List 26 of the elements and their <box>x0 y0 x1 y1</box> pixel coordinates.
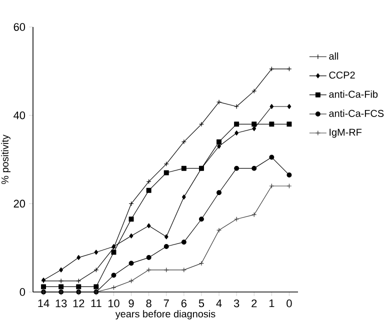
legend-label: CCP2 <box>329 72 355 79</box>
y-tick-label: 20 <box>14 200 26 208</box>
x-tick-label: 1 <box>269 300 274 308</box>
x-tick-label: 3 <box>234 300 240 308</box>
x-tick-label: 7 <box>164 300 169 308</box>
x-tick-label: 10 <box>108 300 120 308</box>
x-tick-label: 2 <box>252 300 257 308</box>
x-tick-label: 4 <box>216 300 222 308</box>
x-tick-label: 13 <box>56 300 67 308</box>
legend-label: all <box>329 52 338 60</box>
y-tick-label: 60 <box>14 23 26 31</box>
x-tick-label: 9 <box>128 300 134 308</box>
x-tick-label: 14 <box>38 300 50 308</box>
x-tick-label: 8 <box>146 300 152 308</box>
x-axis-title: years before diagnosis <box>115 310 216 320</box>
x-tick-label: 6 <box>181 300 186 308</box>
x-tick-label: 0 <box>286 300 292 308</box>
y-tick-label: 40 <box>14 111 26 120</box>
y-axis-title: % positivity <box>1 134 10 184</box>
y-tick-label: 0 <box>20 288 26 296</box>
legend-label: anti-Ca-FCS <box>329 110 384 117</box>
x-tick-label: 5 <box>198 300 204 308</box>
x-tick-label: 11 <box>91 300 102 308</box>
x-tick-label: 12 <box>73 300 84 308</box>
legend-label: anti-Ca-Fib <box>329 90 378 98</box>
legend-label: IgM-RF <box>330 128 362 138</box>
